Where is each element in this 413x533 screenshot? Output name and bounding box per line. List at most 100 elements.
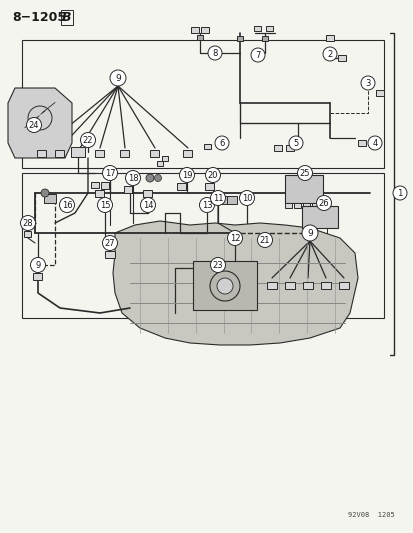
Circle shape bbox=[102, 166, 117, 181]
Circle shape bbox=[146, 174, 154, 182]
FancyBboxPatch shape bbox=[285, 145, 293, 151]
Circle shape bbox=[207, 46, 221, 60]
FancyBboxPatch shape bbox=[284, 281, 294, 288]
FancyBboxPatch shape bbox=[337, 55, 345, 61]
Text: 9: 9 bbox=[115, 74, 121, 83]
FancyBboxPatch shape bbox=[204, 143, 211, 149]
Circle shape bbox=[102, 236, 117, 251]
FancyBboxPatch shape bbox=[301, 206, 337, 228]
Text: 8−1205: 8−1205 bbox=[12, 11, 66, 24]
FancyBboxPatch shape bbox=[201, 27, 209, 33]
FancyBboxPatch shape bbox=[284, 175, 322, 203]
Circle shape bbox=[80, 133, 95, 148]
Text: 9: 9 bbox=[35, 261, 40, 270]
Circle shape bbox=[140, 198, 155, 213]
Text: 20: 20 bbox=[207, 171, 218, 180]
FancyBboxPatch shape bbox=[55, 149, 64, 157]
FancyBboxPatch shape bbox=[95, 190, 104, 197]
Circle shape bbox=[288, 136, 302, 150]
Text: 23: 23 bbox=[212, 261, 223, 270]
Circle shape bbox=[216, 278, 233, 294]
Text: 4: 4 bbox=[371, 139, 377, 148]
FancyBboxPatch shape bbox=[177, 182, 186, 190]
Circle shape bbox=[199, 198, 214, 213]
FancyBboxPatch shape bbox=[150, 149, 159, 157]
FancyBboxPatch shape bbox=[44, 193, 56, 203]
Polygon shape bbox=[8, 88, 72, 158]
Circle shape bbox=[239, 190, 254, 206]
FancyBboxPatch shape bbox=[325, 35, 333, 41]
Text: 28: 28 bbox=[23, 219, 33, 228]
FancyBboxPatch shape bbox=[302, 281, 312, 288]
FancyBboxPatch shape bbox=[216, 196, 226, 204]
Text: 9: 9 bbox=[306, 229, 312, 238]
Text: 11: 11 bbox=[212, 193, 223, 203]
FancyBboxPatch shape bbox=[312, 203, 319, 207]
FancyBboxPatch shape bbox=[285, 203, 292, 207]
Circle shape bbox=[316, 196, 331, 211]
Text: 12: 12 bbox=[229, 233, 240, 243]
FancyBboxPatch shape bbox=[273, 145, 281, 151]
FancyBboxPatch shape bbox=[226, 196, 236, 204]
Text: 10: 10 bbox=[241, 193, 252, 203]
Text: 21: 21 bbox=[259, 236, 270, 245]
Text: 7: 7 bbox=[255, 51, 260, 60]
FancyBboxPatch shape bbox=[105, 251, 115, 257]
FancyBboxPatch shape bbox=[303, 203, 310, 207]
Text: 92V08  1205: 92V08 1205 bbox=[347, 512, 394, 518]
FancyBboxPatch shape bbox=[197, 35, 202, 39]
Text: 6: 6 bbox=[219, 139, 224, 148]
FancyBboxPatch shape bbox=[120, 149, 129, 157]
FancyBboxPatch shape bbox=[33, 272, 43, 279]
Text: 1: 1 bbox=[396, 189, 402, 198]
Circle shape bbox=[214, 136, 228, 150]
Circle shape bbox=[31, 257, 45, 272]
Text: 16: 16 bbox=[62, 200, 72, 209]
FancyBboxPatch shape bbox=[338, 281, 348, 288]
Circle shape bbox=[257, 232, 272, 247]
FancyBboxPatch shape bbox=[205, 182, 214, 190]
Text: 8: 8 bbox=[212, 49, 217, 58]
Circle shape bbox=[125, 171, 140, 185]
FancyBboxPatch shape bbox=[183, 149, 192, 157]
FancyBboxPatch shape bbox=[75, 149, 84, 157]
Text: 25: 25 bbox=[299, 168, 309, 177]
FancyBboxPatch shape bbox=[95, 149, 104, 157]
FancyBboxPatch shape bbox=[254, 26, 261, 30]
FancyBboxPatch shape bbox=[38, 149, 46, 157]
FancyBboxPatch shape bbox=[190, 27, 199, 33]
Circle shape bbox=[360, 76, 374, 90]
FancyBboxPatch shape bbox=[143, 190, 152, 197]
Circle shape bbox=[301, 225, 317, 241]
FancyBboxPatch shape bbox=[71, 147, 85, 157]
Circle shape bbox=[21, 215, 36, 230]
FancyBboxPatch shape bbox=[157, 160, 163, 166]
FancyBboxPatch shape bbox=[266, 26, 273, 30]
FancyBboxPatch shape bbox=[261, 36, 267, 41]
Circle shape bbox=[210, 257, 225, 272]
FancyBboxPatch shape bbox=[192, 261, 256, 310]
Circle shape bbox=[179, 167, 194, 182]
FancyBboxPatch shape bbox=[91, 182, 99, 188]
Polygon shape bbox=[113, 221, 357, 345]
FancyBboxPatch shape bbox=[101, 182, 109, 189]
Circle shape bbox=[250, 48, 264, 62]
FancyBboxPatch shape bbox=[294, 203, 301, 207]
Circle shape bbox=[392, 186, 406, 200]
FancyBboxPatch shape bbox=[161, 156, 168, 160]
Text: 22: 22 bbox=[83, 135, 93, 144]
FancyBboxPatch shape bbox=[357, 140, 365, 146]
FancyBboxPatch shape bbox=[266, 281, 276, 288]
Text: 2: 2 bbox=[327, 50, 332, 59]
FancyBboxPatch shape bbox=[24, 231, 31, 237]
FancyBboxPatch shape bbox=[320, 281, 330, 288]
Text: 3: 3 bbox=[364, 78, 370, 87]
Text: B: B bbox=[62, 11, 71, 24]
Circle shape bbox=[367, 136, 381, 150]
Text: 18: 18 bbox=[127, 174, 138, 182]
FancyBboxPatch shape bbox=[375, 90, 383, 96]
Text: 14: 14 bbox=[142, 200, 153, 209]
Circle shape bbox=[154, 174, 161, 182]
Circle shape bbox=[322, 47, 336, 61]
Text: 17: 17 bbox=[104, 168, 115, 177]
